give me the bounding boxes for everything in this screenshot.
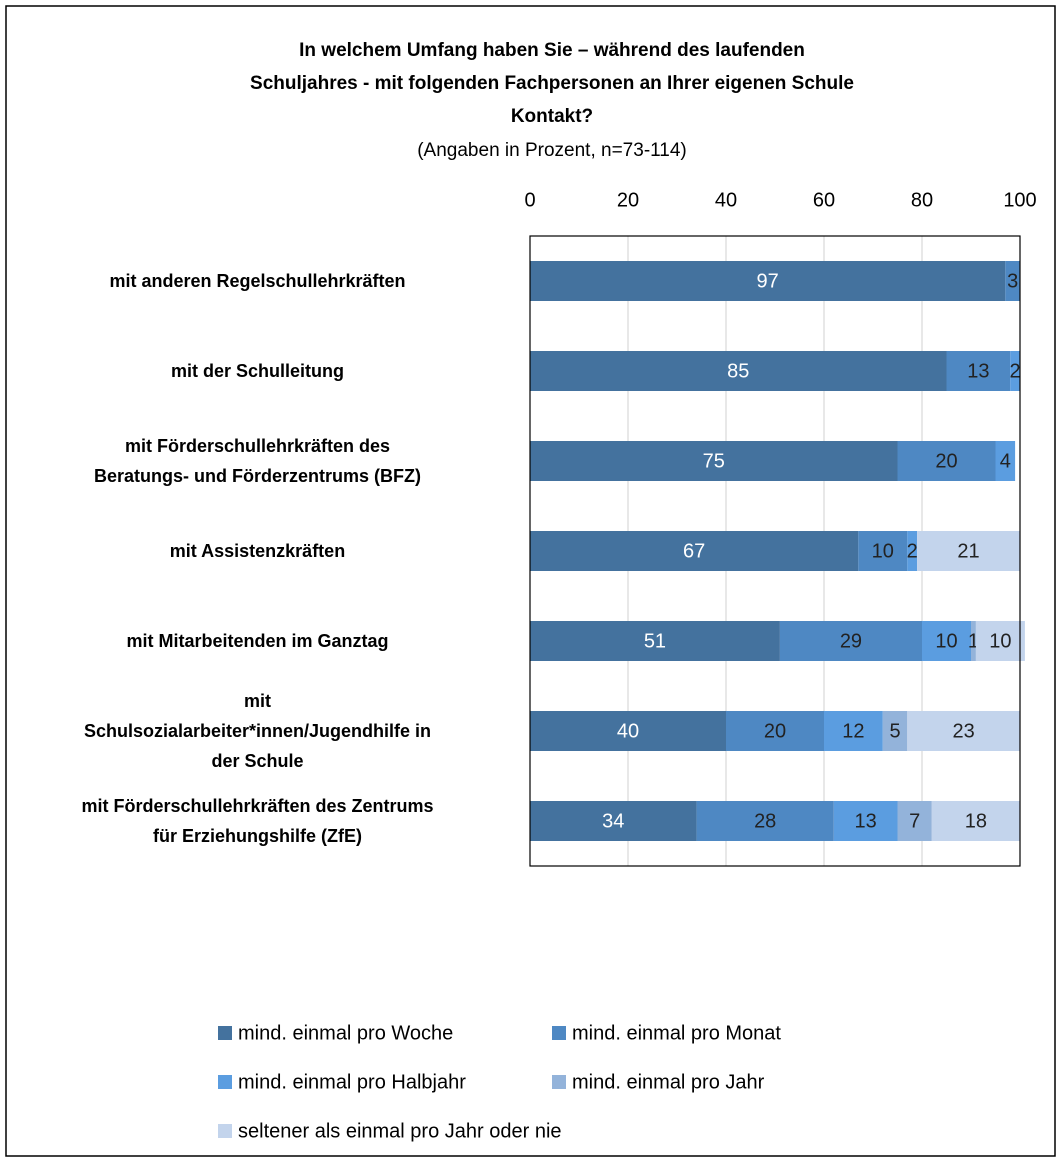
value-label: 1 [968, 630, 979, 652]
x-tick-label: 100 [1003, 189, 1036, 211]
value-label: 40 [617, 720, 639, 742]
legend-swatch [552, 1075, 566, 1089]
value-label: 23 [953, 720, 975, 742]
value-label: 51 [644, 630, 666, 652]
value-label: 2 [907, 540, 918, 562]
value-label: 21 [957, 540, 979, 562]
value-label: 5 [889, 720, 900, 742]
x-tick-label: 80 [911, 189, 933, 211]
value-label: 29 [840, 630, 862, 652]
value-label: 20 [935, 450, 957, 472]
legend-label: seltener als einmal pro Jahr oder nie [238, 1120, 562, 1142]
value-label: 13 [855, 810, 877, 832]
bar-segment [530, 621, 780, 661]
bar-segment [726, 711, 824, 751]
legend-swatch [218, 1124, 232, 1138]
bar-segment [858, 531, 908, 571]
legend-label: mind. einmal pro Halbjahr [238, 1071, 466, 1093]
value-label: 2 [1010, 360, 1021, 382]
bar-segment [833, 801, 898, 841]
value-label: 3 [1007, 270, 1018, 292]
bar-segment [1010, 351, 1020, 391]
legend-swatch [218, 1026, 232, 1040]
bar-segment [971, 621, 976, 661]
legend-label: mind. einmal pro Jahr [572, 1071, 765, 1093]
bar-segment [897, 801, 932, 841]
value-label: 28 [754, 810, 776, 832]
bar-segment [931, 801, 1020, 841]
chart-subtitle: (Angaben in Prozent, n=73-114) [417, 140, 687, 161]
bar-segment [907, 531, 918, 571]
value-label: 75 [703, 450, 725, 472]
value-label: 12 [842, 720, 864, 742]
value-label: 10 [989, 630, 1011, 652]
value-label: 97 [757, 270, 779, 292]
category-label: mit Förderschullehrkräften des Beratungs… [94, 436, 421, 486]
bar-segment [530, 441, 898, 481]
bar-segment [530, 351, 947, 391]
category-label: mit anderen Regelschullehrkräften [109, 271, 406, 291]
x-tick-label: 0 [524, 189, 535, 211]
value-label: 34 [602, 810, 624, 832]
x-tick-label: 40 [715, 189, 737, 211]
bar-segment [917, 531, 1020, 571]
bar-segment [696, 801, 834, 841]
value-label: 18 [965, 810, 987, 832]
bar-segment [995, 441, 1016, 481]
bar-segment [1005, 261, 1020, 301]
bar-segment [824, 711, 883, 751]
bar-segment [779, 621, 922, 661]
value-label: 4 [1000, 450, 1011, 472]
legend-label: mind. einmal pro Monat [572, 1022, 781, 1044]
bar-segment [882, 711, 908, 751]
bar-segment [975, 621, 1025, 661]
chart-title: In welchem Umfang haben Sie – während de… [250, 40, 854, 127]
bar-segment [530, 531, 859, 571]
x-tick-label: 60 [813, 189, 835, 211]
value-label: 67 [683, 540, 705, 562]
category-label: mit Assistenzkräften [169, 541, 346, 561]
category-label: mit der Schulleitung [170, 361, 344, 381]
value-label: 13 [967, 360, 989, 382]
bar-segment [946, 351, 1011, 391]
value-label: 20 [764, 720, 786, 742]
plot-frame [529, 235, 1021, 867]
category-label: mit Förderschullehrkräften des Zentrums … [81, 796, 434, 846]
legend-swatch [218, 1075, 232, 1089]
value-label: 7 [909, 810, 920, 832]
value-label: 10 [872, 540, 894, 562]
category-label: mit Schulsozialarbeiter*innen/Jugendhilf… [83, 691, 432, 771]
bar-segment [922, 621, 971, 661]
category-label: mit Mitarbeitenden im Ganztag [126, 631, 389, 651]
legend-swatch [552, 1026, 566, 1040]
bar-segment [907, 711, 1020, 751]
x-tick-label: 20 [617, 189, 639, 211]
value-label: 85 [727, 360, 749, 382]
bar-segment [530, 801, 697, 841]
legend-label: mind. einmal pro Woche [238, 1022, 453, 1044]
bar-segment [530, 261, 1006, 301]
bar-segment [530, 711, 726, 751]
bar-segment [897, 441, 996, 481]
value-label: 10 [935, 630, 957, 652]
